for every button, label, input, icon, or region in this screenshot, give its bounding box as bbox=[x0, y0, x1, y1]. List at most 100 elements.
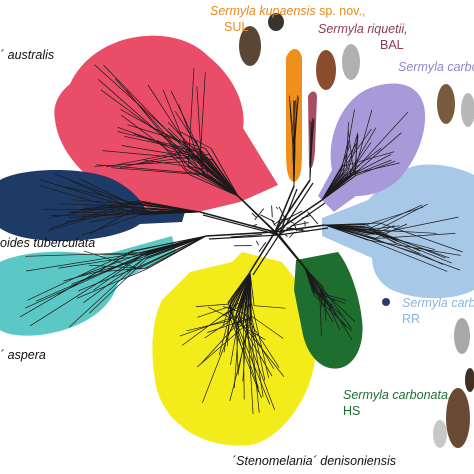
leaf-edge bbox=[81, 250, 148, 276]
trunk-edge bbox=[208, 234, 280, 240]
leaf-edge bbox=[244, 318, 275, 370]
leaf-edge bbox=[369, 204, 423, 229]
leaf-edge bbox=[319, 287, 353, 341]
branch-edge bbox=[324, 224, 368, 241]
leaf-edge bbox=[292, 97, 299, 148]
denisoniensis-label: ´Stenomelania´ denisoniensis bbox=[232, 454, 396, 468]
core-edge bbox=[278, 206, 285, 218]
leaf-edge bbox=[292, 100, 295, 148]
leaf-edge bbox=[208, 306, 244, 325]
leaf-edge bbox=[342, 140, 359, 166]
trunk-edge bbox=[199, 211, 276, 233]
carbonata-hs-shell-icon-2 bbox=[433, 420, 447, 448]
trunk-edge bbox=[278, 234, 309, 272]
leaf-edge bbox=[142, 159, 207, 170]
leaf-edge bbox=[83, 258, 145, 304]
riquetii-shell-icon bbox=[316, 50, 336, 90]
leaf-edge bbox=[229, 306, 271, 405]
leaf-edge bbox=[364, 225, 400, 231]
network-edges bbox=[19, 64, 463, 414]
core-edge bbox=[285, 234, 288, 237]
leaf-edge bbox=[78, 178, 133, 205]
trunk-edge bbox=[278, 182, 314, 236]
leaf-edge bbox=[243, 312, 280, 368]
leaf-edge bbox=[102, 150, 203, 161]
leaf-edge bbox=[364, 235, 421, 255]
leaf-edge bbox=[19, 250, 133, 318]
branch-edge bbox=[321, 166, 342, 201]
leaf-edge bbox=[339, 140, 349, 175]
core-edge bbox=[271, 205, 273, 218]
leaf-edge bbox=[127, 124, 206, 149]
carbonata-rr-node-icon bbox=[382, 298, 390, 306]
leaf-edge bbox=[179, 130, 212, 149]
leaf-edge bbox=[239, 320, 285, 377]
carbonata-rr-label: Sermyla carbo bbox=[402, 296, 474, 310]
leaf-edge bbox=[202, 305, 241, 403]
leaf-edge bbox=[242, 311, 248, 382]
leaf-edge bbox=[321, 287, 324, 302]
branch-edge bbox=[147, 235, 207, 252]
trunk-edge bbox=[274, 224, 326, 233]
leaf-edge bbox=[97, 78, 205, 174]
branch-edge bbox=[210, 148, 239, 197]
leaf-edge bbox=[199, 72, 206, 162]
kupaensis-shell-icon-2 bbox=[268, 13, 284, 31]
branch-edge bbox=[321, 173, 344, 201]
leaf-edge bbox=[196, 86, 203, 173]
leaf-edge bbox=[103, 64, 187, 152]
leaf-edge bbox=[352, 162, 400, 175]
leaf-edge bbox=[65, 208, 145, 223]
leaf-edge bbox=[89, 207, 137, 235]
branch-edge bbox=[249, 271, 252, 316]
trunk-edge bbox=[274, 185, 295, 233]
leaf-edge bbox=[81, 214, 141, 236]
leaf-edge bbox=[167, 127, 212, 171]
trunk-edge bbox=[278, 227, 329, 236]
leaf-edge bbox=[343, 128, 372, 168]
leaf-edge bbox=[63, 258, 144, 282]
leaf-edge bbox=[310, 117, 314, 153]
core-edge bbox=[271, 219, 276, 227]
leaf-edge bbox=[321, 293, 347, 301]
leaf-edge bbox=[29, 253, 145, 327]
trunk-edge bbox=[202, 214, 280, 236]
carbonata-top-label: Sermyla carbo bbox=[398, 60, 474, 74]
carbonata-rr-site-label: RR bbox=[402, 312, 421, 326]
leaf-edge bbox=[76, 269, 146, 299]
kupaensis-site-label: SUL bbox=[224, 20, 249, 34]
leaf-edge bbox=[167, 122, 198, 153]
riquetii-label: Sermyla riquetii, bbox=[318, 22, 408, 36]
branch-edge bbox=[229, 271, 251, 307]
riquetii-site-label: BAL bbox=[380, 38, 404, 52]
leaf-edge bbox=[124, 136, 190, 151]
branch-edge bbox=[304, 267, 323, 287]
riquetii-shell-icon-2 bbox=[342, 44, 360, 80]
leaf-edge bbox=[347, 129, 355, 174]
leaf-edge bbox=[350, 132, 402, 178]
leaf-edge bbox=[68, 257, 145, 328]
leaf-edge bbox=[311, 118, 315, 153]
leaf-edge bbox=[318, 294, 333, 309]
branch-edge bbox=[150, 235, 207, 255]
trunk-edge bbox=[274, 179, 311, 233]
leaf-edge bbox=[237, 323, 249, 374]
branch-edge bbox=[138, 235, 207, 269]
leaf-edge bbox=[25, 252, 141, 257]
leaf-edge bbox=[355, 148, 382, 168]
branch-edge bbox=[309, 152, 312, 181]
branch-edge bbox=[185, 168, 239, 197]
branch-edge bbox=[205, 168, 239, 197]
branch-edge bbox=[237, 271, 251, 316]
leaf-edge bbox=[319, 293, 322, 336]
carbonata-hs-shell-icon bbox=[446, 388, 470, 448]
leaf-edge bbox=[178, 104, 201, 163]
leaf-edge bbox=[373, 233, 456, 239]
leaf-edge bbox=[195, 303, 229, 307]
trunk-edge bbox=[240, 198, 280, 236]
leaf-edge bbox=[66, 178, 141, 213]
leaf-edge bbox=[237, 316, 251, 329]
branch-edge bbox=[140, 211, 201, 216]
